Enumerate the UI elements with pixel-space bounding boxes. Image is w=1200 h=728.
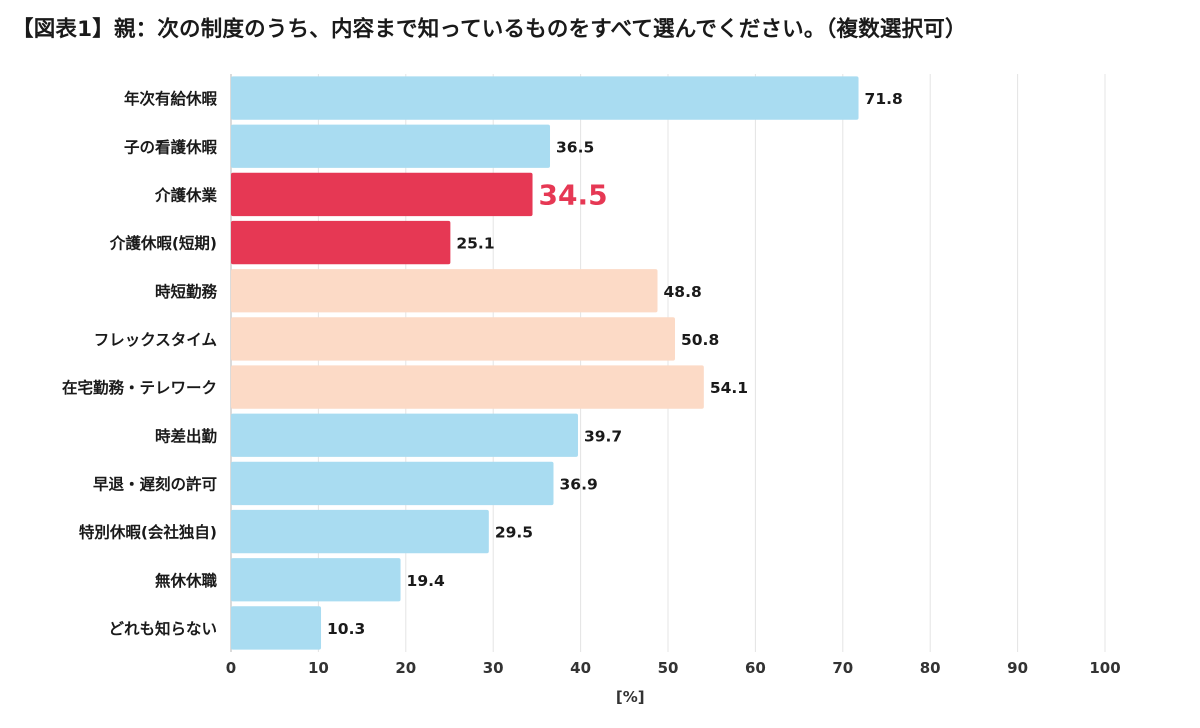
bar	[231, 269, 658, 313]
bar	[231, 509, 489, 554]
value-labels: 71.8 36.5 34.5 25.1 48.8 50.8 54.1 39.7 36.9 29.5…	[327, 90, 903, 638]
category-label: 子の看護休暇	[124, 137, 218, 156]
x-tick-label: 90	[1007, 659, 1028, 677]
x-tick-label: 100	[1089, 659, 1120, 677]
category-label: 早退・遅刻の許可	[93, 474, 217, 493]
value-label: 19.4	[407, 572, 445, 590]
bars	[231, 76, 859, 650]
category-label: 特別休暇(会社独自)	[79, 523, 217, 542]
value-label: 36.5	[556, 138, 594, 156]
x-tick-label: 80	[920, 659, 941, 677]
category-label: 在宅勤務・テレワーク	[62, 378, 217, 397]
x-tick-label: 20	[395, 659, 416, 677]
x-tick-label: 0	[226, 659, 236, 677]
bar	[231, 172, 533, 217]
value-label: 34.5	[539, 178, 608, 211]
category-label: 介護休暇(短期)	[109, 234, 217, 253]
value-label: 50.8	[681, 331, 719, 349]
x-tick-label: 10	[308, 659, 329, 677]
grid-lines	[230, 74, 1106, 652]
chart-title: 【図表1】親：次の制度のうち、内容まで知っているものをすべて選んでください。（複…	[12, 17, 967, 42]
category-label: 時差出勤	[155, 426, 217, 445]
value-label: 25.1	[456, 235, 494, 253]
value-label: 48.8	[664, 283, 702, 301]
value-label: 71.8	[865, 90, 903, 108]
value-label: 29.5	[495, 524, 533, 542]
x-tick-label: 30	[483, 659, 504, 677]
category-label: 時短勤務	[155, 282, 218, 301]
category-label: 介護休業	[154, 185, 218, 204]
bar	[231, 124, 551, 168]
bar	[231, 558, 401, 602]
value-label: 10.3	[327, 620, 365, 638]
category-label: どれも知らない	[108, 619, 217, 638]
bar	[231, 76, 859, 120]
x-tick-label: 60	[745, 659, 766, 677]
x-tick-label: 40	[570, 659, 591, 677]
x-axis-label: [%]	[616, 688, 645, 706]
bar	[231, 606, 322, 650]
x-tick-label: 70	[832, 659, 853, 677]
bar	[231, 365, 704, 409]
x-tick-label: 50	[658, 659, 679, 677]
value-label: 54.1	[710, 379, 748, 397]
value-label: 36.9	[560, 475, 598, 493]
value-label: 39.7	[584, 427, 622, 445]
bar	[231, 220, 451, 265]
bar	[231, 413, 578, 457]
category-label: フレックスタイム	[94, 331, 217, 349]
category-label: 年次有給休暇	[124, 89, 218, 108]
bar	[231, 317, 675, 361]
x-tick-labels: 0 10 20 30 40 50 60 70 80 90 100	[226, 659, 1121, 677]
category-label: 無休休職	[155, 571, 218, 590]
bar	[231, 461, 554, 506]
